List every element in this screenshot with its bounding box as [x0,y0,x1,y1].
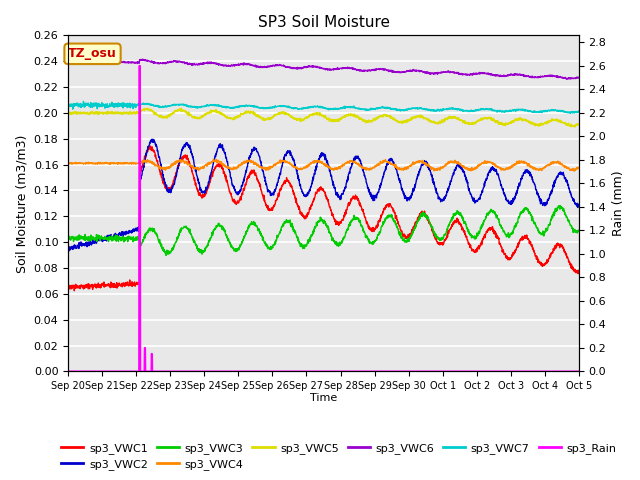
sp3_VWC4 [90,160,98,166]
Line: sp3_VWC1: sp3_VWC1 [68,146,579,291]
sp3_VWC5 [560,120,568,126]
sp3_VWC1 [561,247,568,252]
Line: sp3_VWC5: sp3_VWC5 [68,108,579,127]
sp3_VWC1 [147,143,154,149]
sp3_VWC1 [467,244,475,250]
sp3_VWC3 [300,242,307,248]
Y-axis label: Soil Moisture (m3/m3): Soil Moisture (m3/m3) [15,134,28,273]
sp3_VWC5 [64,109,72,115]
sp3_VWC3 [561,208,568,214]
sp3_VWC5 [575,121,582,127]
sp3_VWC5 [571,124,579,130]
sp3_VWC2 [64,244,72,250]
sp3_VWC3 [467,231,474,237]
sp3_Rain [136,63,143,69]
sp3_VWC4 [313,159,321,165]
Text: TZ_osu: TZ_osu [68,48,117,60]
sp3_VWC6 [575,75,582,81]
sp3_VWC2 [561,176,568,181]
sp3_VWC4 [560,163,568,169]
sp3_VWC2 [65,248,73,254]
Line: sp3_VWC4: sp3_VWC4 [68,159,579,171]
sp3_VWC2 [300,191,307,197]
sp3_VWC1 [313,189,321,195]
sp3_Rain [300,369,307,374]
sp3_VWC5 [144,106,152,111]
sp3_VWC6 [313,64,321,70]
sp3_VWC5 [467,120,474,126]
sp3_VWC7 [91,103,99,109]
sp3_Rain [575,369,582,374]
sp3_VWC3 [90,237,98,242]
sp3_VWC1 [91,282,99,288]
Y-axis label: Rain (mm): Rain (mm) [612,170,625,236]
sp3_VWC2 [561,174,568,180]
sp3_VWC6 [467,72,474,77]
sp3_VWC3 [162,252,170,258]
sp3_Rain [90,369,98,374]
X-axis label: Time: Time [310,393,337,403]
sp3_VWC6 [64,58,72,63]
sp3_VWC5 [90,111,98,117]
sp3_VWC7 [560,109,568,115]
sp3_VWC3 [556,203,564,208]
sp3_VWC7 [64,104,72,110]
sp3_VWC1 [64,285,72,290]
sp3_VWC6 [561,75,568,81]
sp3_VWC2 [91,238,99,244]
Line: sp3_VWC7: sp3_VWC7 [68,101,579,113]
sp3_VWC5 [300,116,307,122]
sp3_VWC6 [560,75,568,81]
sp3_VWC7 [567,110,575,116]
sp3_VWC3 [64,234,72,240]
sp3_VWC2 [313,161,321,167]
sp3_Rain [467,369,474,374]
sp3_VWC4 [210,156,218,162]
sp3_VWC3 [561,210,568,216]
sp3_VWC7 [79,98,87,104]
sp3_VWC2 [148,136,156,142]
sp3_VWC1 [575,268,582,274]
sp3_Rain [313,369,321,374]
Legend: sp3_VWC1, sp3_VWC2, sp3_VWC3, sp3_VWC4, sp3_VWC5, sp3_VWC6, sp3_VWC7, sp3_Rain: sp3_VWC1, sp3_VWC2, sp3_VWC3, sp3_VWC4, … [57,438,621,474]
Line: sp3_Rain: sp3_Rain [68,66,579,372]
sp3_VWC2 [575,201,582,207]
sp3_VWC5 [313,110,321,116]
sp3_VWC7 [575,109,582,115]
Title: SP3 Soil Moisture: SP3 Soil Moisture [257,15,390,30]
sp3_VWC4 [467,166,474,172]
sp3_VWC1 [70,288,78,294]
sp3_VWC7 [300,105,307,111]
sp3_VWC2 [467,191,475,197]
sp3_VWC6 [139,56,147,62]
sp3_VWC6 [90,59,98,65]
sp3_VWC4 [561,163,568,169]
sp3_VWC3 [575,228,582,234]
sp3_Rain [560,369,568,374]
sp3_VWC1 [561,250,568,255]
sp3_VWC1 [300,214,307,219]
Line: sp3_VWC6: sp3_VWC6 [68,59,579,79]
sp3_VWC4 [575,165,582,170]
sp3_VWC5 [561,120,568,126]
sp3_VWC7 [467,108,474,114]
sp3_Rain [64,369,72,374]
sp3_VWC4 [64,160,72,166]
sp3_VWC4 [570,168,578,174]
Line: sp3_VWC3: sp3_VWC3 [68,205,579,255]
sp3_VWC7 [313,104,321,109]
sp3_VWC6 [300,65,307,71]
sp3_Rain [561,369,568,374]
sp3_VWC4 [300,165,307,171]
sp3_VWC3 [313,221,321,227]
Line: sp3_VWC2: sp3_VWC2 [68,139,579,251]
sp3_VWC6 [563,76,571,82]
sp3_VWC7 [561,108,568,114]
